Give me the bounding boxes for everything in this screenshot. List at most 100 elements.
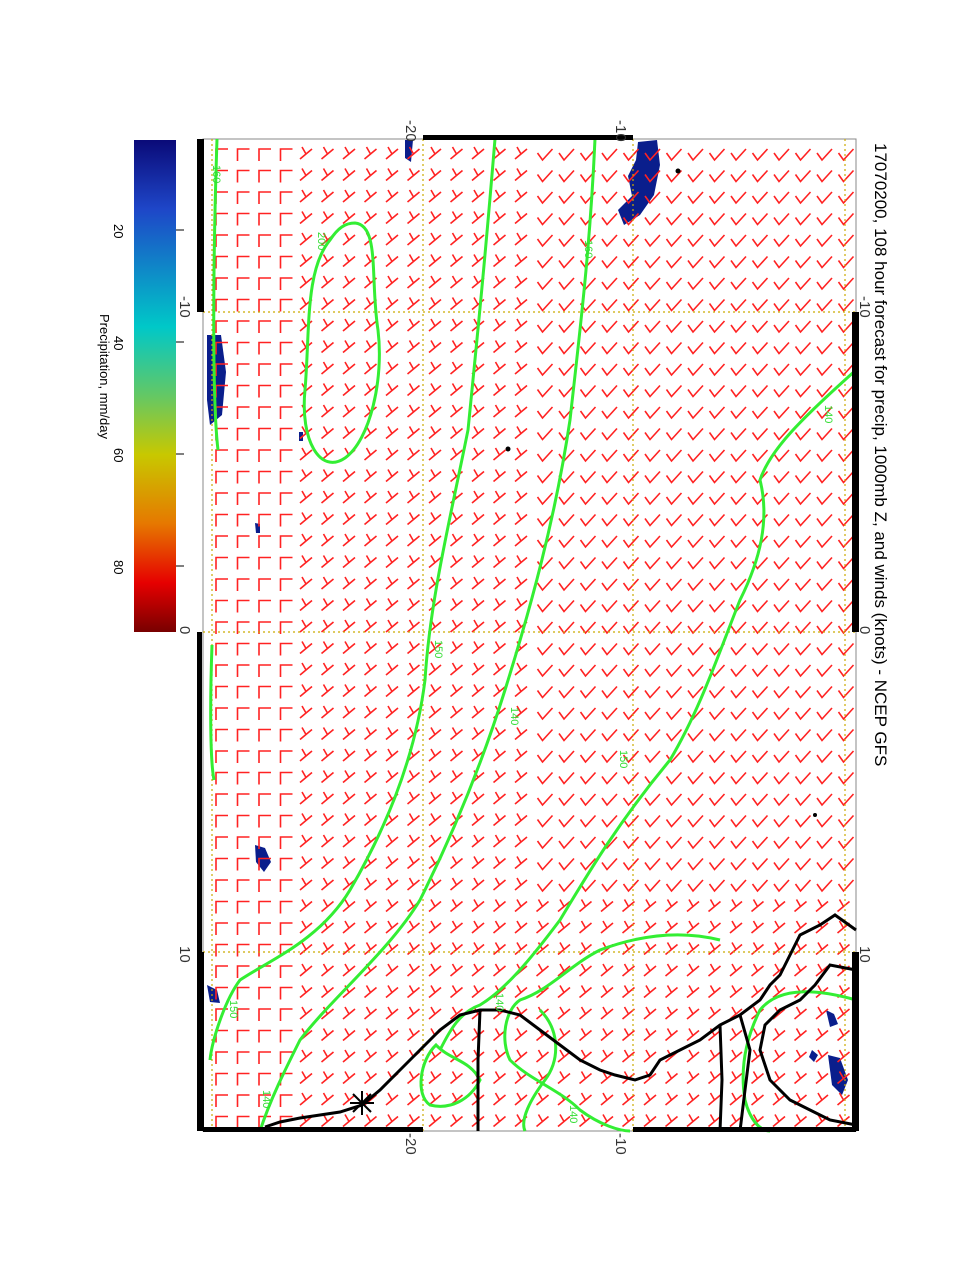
wind-barb	[342, 490, 356, 504]
wind-barb	[299, 791, 313, 805]
wind-barb	[449, 727, 464, 741]
wind-barb	[536, 771, 554, 785]
wind-barb	[514, 254, 528, 268]
wind-barb	[320, 1071, 335, 1085]
precip-blob	[207, 335, 226, 425]
wind-barb	[363, 512, 378, 526]
wind-barb	[215, 599, 228, 613]
wind-barb	[708, 685, 726, 699]
wind-barb	[320, 512, 335, 526]
wind-barb	[363, 834, 378, 848]
wind-barb	[215, 965, 228, 978]
wind-barb	[644, 191, 661, 205]
wind-barb	[342, 684, 356, 698]
wind-barb	[215, 879, 228, 892]
wind-barb	[342, 1049, 356, 1063]
wind-barb	[644, 341, 661, 355]
wind-barb	[687, 879, 704, 893]
wind-barb	[730, 578, 747, 592]
wind-barb	[601, 535, 618, 549]
wind-barb	[708, 707, 726, 721]
wind-barb	[279, 599, 293, 613]
wind-barb	[299, 748, 313, 762]
wind-barb	[342, 662, 356, 676]
wind-barb	[536, 879, 554, 893]
wind-barb	[258, 535, 271, 548]
precip-colorbar: 20 40 60 80 Precipitation, mm/day	[97, 140, 184, 632]
wind-barb	[601, 857, 618, 871]
wind-barb	[687, 406, 704, 420]
wind-barb	[837, 771, 855, 785]
wind-barb	[837, 212, 855, 226]
right-tick-label: 0	[856, 626, 873, 634]
wind-barb	[794, 685, 812, 699]
wind-barb	[320, 146, 335, 160]
wind-barb	[665, 255, 683, 269]
wind-barb	[258, 298, 271, 312]
wind-barb	[236, 685, 250, 699]
wind-barb	[320, 727, 335, 741]
wind-barb	[579, 857, 597, 871]
wind-barb	[601, 621, 618, 635]
wind-barb	[299, 189, 313, 203]
wind-barb	[794, 234, 812, 248]
wind-barb	[773, 857, 790, 871]
wind-barb	[428, 383, 442, 397]
wind-barb	[320, 662, 335, 676]
wind-barb	[687, 341, 704, 355]
wind-barb	[236, 664, 250, 677]
wind-barb	[773, 578, 790, 592]
wind-barb	[492, 684, 507, 698]
wind-barb	[601, 578, 618, 592]
wind-barb	[601, 169, 618, 183]
wind-barb	[492, 168, 507, 182]
wind-barb	[729, 963, 743, 977]
wind-barb	[601, 148, 618, 162]
wind-barb	[601, 449, 618, 463]
wind-barb	[514, 211, 528, 225]
wind-barb	[320, 963, 335, 977]
wind-barb	[773, 148, 790, 162]
wind-barb	[236, 707, 250, 720]
wind-barb	[406, 662, 421, 676]
wind-barb	[342, 942, 356, 956]
wind-barb	[751, 879, 769, 893]
wind-barb	[773, 384, 790, 398]
wind-barb	[320, 942, 335, 956]
wind-barb	[837, 578, 855, 592]
wind-barb	[236, 148, 250, 161]
wind-barb	[492, 619, 507, 633]
wind-barb	[320, 254, 335, 268]
wind-barb	[750, 1071, 765, 1085]
graticule	[203, 139, 856, 1131]
wind-barb	[558, 513, 575, 527]
wind-barb	[428, 297, 442, 311]
wind-barb	[279, 298, 293, 312]
wind-barb	[342, 963, 356, 977]
wind-barb	[385, 340, 399, 354]
wind-barb	[406, 189, 421, 203]
wind-barb	[215, 363, 228, 376]
wind-barb	[579, 836, 597, 850]
wind-barb	[215, 857, 228, 871]
wind-barb	[492, 490, 507, 504]
wind-barb	[342, 770, 356, 784]
wind-barb	[794, 642, 812, 656]
wind-barb	[363, 899, 378, 913]
wind-barb	[622, 427, 640, 441]
wind-barb	[644, 599, 661, 613]
wind-barb	[621, 963, 636, 977]
wind-barb	[236, 599, 250, 613]
wind-barb	[816, 234, 833, 248]
wind-barb	[794, 449, 812, 463]
wind-barb	[730, 814, 747, 828]
wind-barb	[492, 813, 507, 827]
wind-barb	[514, 512, 528, 526]
wind-barb	[236, 341, 250, 355]
wind-barb	[428, 1071, 442, 1085]
wind-barb	[492, 942, 507, 956]
wind-barb	[299, 533, 313, 547]
wind-barb	[558, 599, 575, 613]
wind-barb	[708, 298, 726, 312]
wind-barb	[449, 404, 464, 418]
